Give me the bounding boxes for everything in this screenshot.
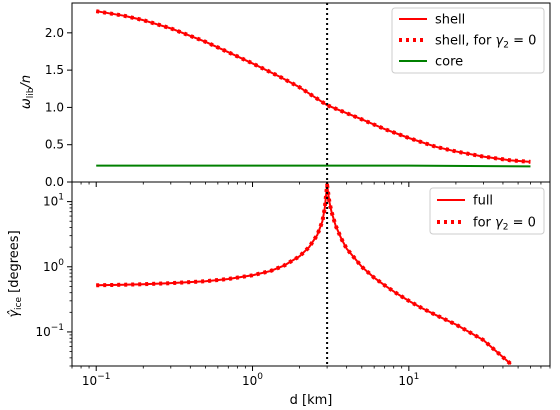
legend-label-full-gamma0-tail: = 0	[508, 216, 535, 231]
top-ytick-label: 1.0	[45, 100, 64, 114]
legend-label-shell-gamma0-sub: 2	[503, 41, 509, 51]
top-ylabel-sub: lib	[26, 87, 36, 98]
bottom-xtick-label: 100	[242, 372, 263, 388]
top-ytick-label: 0.5	[45, 138, 64, 152]
bottom-ytick-label: 100	[43, 258, 64, 274]
bottom-ytick-label: 10−1	[35, 323, 64, 339]
top-y-ticks: 0.0 0.5 1.0 1.5 2.0	[45, 26, 72, 189]
bottom-series-1	[96, 182, 513, 366]
bottom-ylabel-sub: ice	[14, 297, 24, 310]
legend-label-shell-gamma0-text: shell, for	[435, 34, 492, 49]
legend-label-full-gamma0-math: γ	[495, 216, 504, 231]
bottom-legend: full for γ2 = 0	[429, 187, 545, 235]
bottom-y-axis-label: γ̂ice [degrees]	[7, 230, 24, 317]
top-ylabel-tail: /n	[19, 75, 34, 89]
legend-label-shell: shell	[435, 13, 465, 28]
top-legend-frame	[391, 7, 545, 74]
top-series-group	[95, 9, 531, 168]
legend-label-full-gamma0: for γ2 = 0	[473, 216, 536, 233]
legend-label-full-gamma0-text: for	[473, 216, 492, 231]
bottom-axes-frame	[71, 181, 551, 367]
bottom-xtick-label: 10−1	[82, 372, 111, 388]
top-ylabel-main: ω	[19, 98, 34, 109]
legend-label-shell-gamma0: shell, for γ2 = 0	[435, 34, 536, 51]
bottom-ylabel-tail: [degrees]	[7, 230, 22, 297]
bottom-ylabel-main: γ̂	[7, 309, 22, 318]
top-x-ticks	[71, 182, 551, 187]
bottom-series-group	[96, 182, 513, 366]
top-ytick-label: 2.0	[45, 26, 64, 40]
bottom-ytick-label: 101	[43, 193, 64, 209]
legend-label-shell-gamma0-math: γ	[496, 34, 505, 49]
bottom-x-ticks: 10−1 100 101	[71, 366, 551, 388]
top-legend: shell shell, for γ2 = 0 core	[391, 7, 545, 74]
top-series-2	[96, 164, 531, 168]
x-axis-label: d [km]	[290, 393, 333, 408]
top-ytick-label: 1.5	[45, 63, 64, 77]
bottom-panel: 10−1 100 101 10−1 100 101 γ̂ice [degrees] d …	[7, 181, 551, 408]
top-series-1	[95, 9, 531, 164]
legend-label-full: full	[473, 194, 493, 209]
legend-label-core: core	[435, 55, 463, 70]
legend-label-full-gamma0-sub: 2	[503, 223, 509, 233]
bottom-y-ticks: 10−1 100 101	[35, 181, 72, 367]
top-panel: 0.0 0.5 1.0 1.5 2.0 ωlib/n shell shell, for …	[19, 2, 551, 189]
top-y-axis-label: ωlib/n	[19, 75, 36, 109]
bottom-xtick-label: 101	[398, 372, 419, 388]
legend-label-shell-gamma0-tail: = 0	[509, 34, 536, 49]
top-ytick-label: 0.0	[45, 175, 64, 189]
